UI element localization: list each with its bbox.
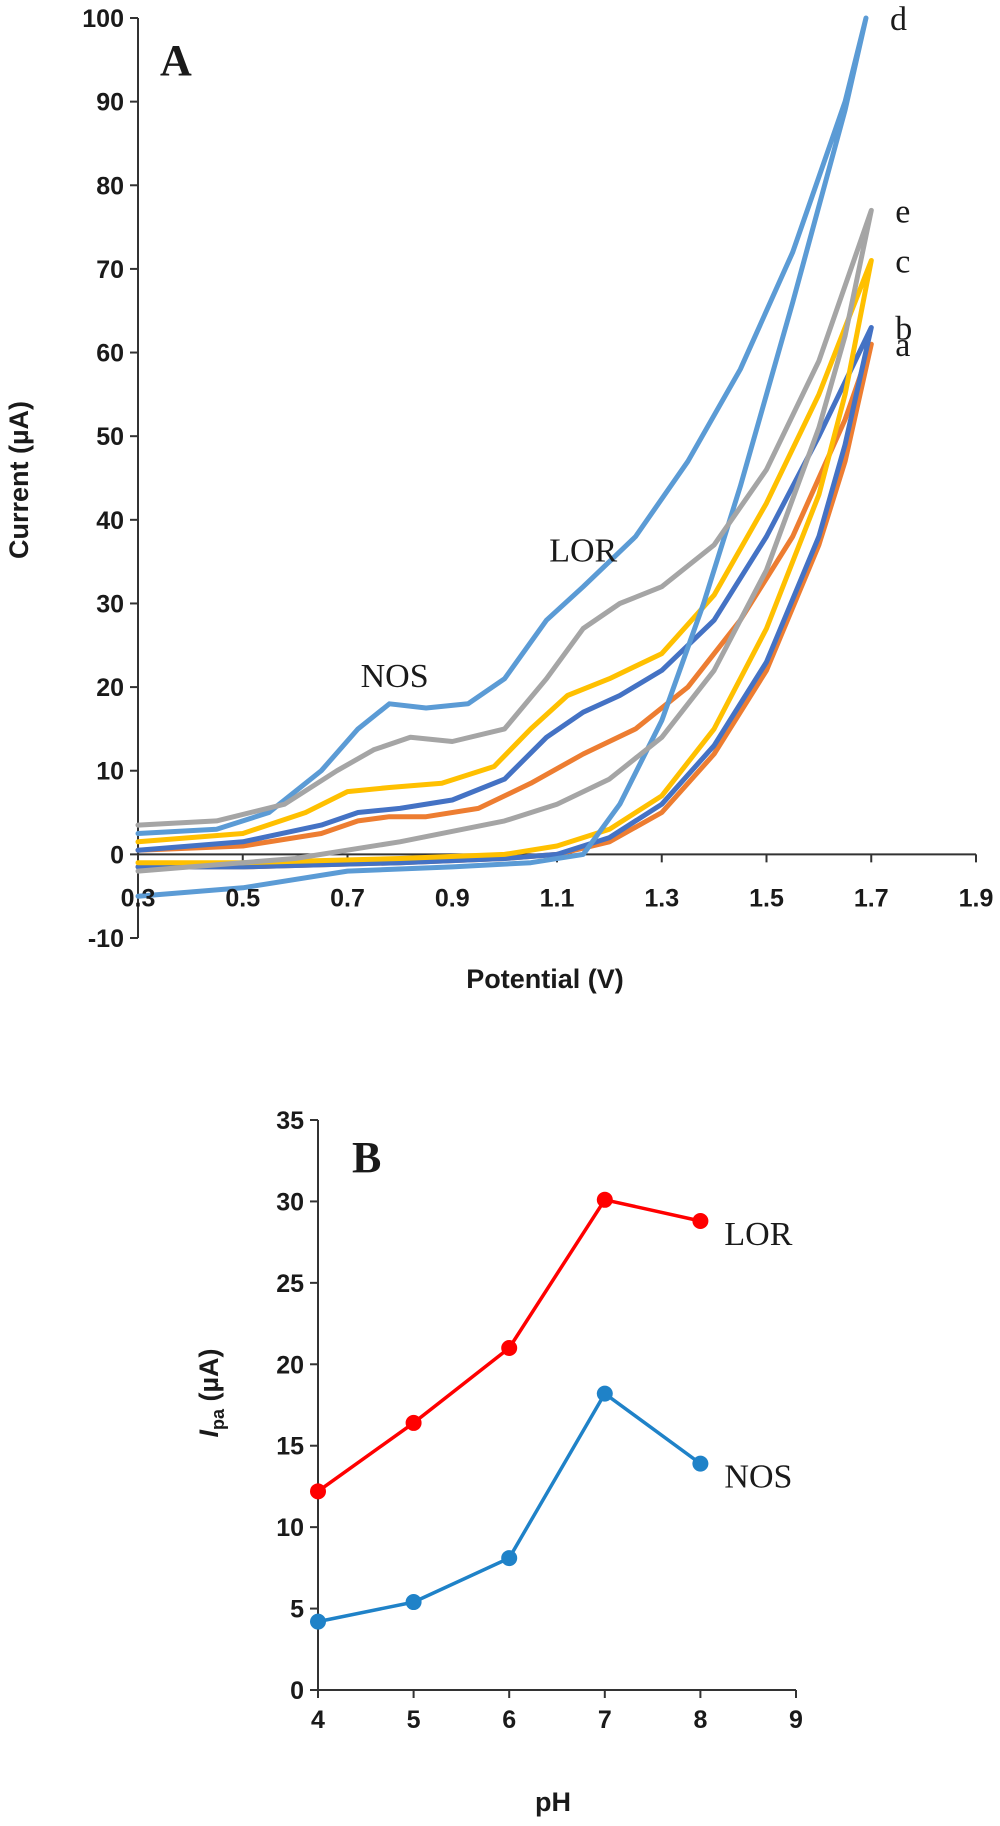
data-point-nos bbox=[310, 1613, 326, 1630]
chart-a-y-tick-label: 30 bbox=[96, 590, 124, 618]
chart-b-y-tick-label: 5 bbox=[290, 1596, 304, 1624]
chart-a-y-tick-label: 20 bbox=[96, 674, 124, 702]
data-point-lor bbox=[405, 1414, 422, 1431]
chart-panel-b: 0 5 10 15 20 25 30 35 4 5 6 7 8 9 LOR NOS B pH Ipa (µA) bbox=[194, 1107, 803, 1817]
chart-b-y-tick-label: 15 bbox=[276, 1433, 304, 1461]
chart-a-x-tick-label: 0.9 bbox=[435, 884, 470, 912]
chart-a-y-axis-title: Current (µA) bbox=[4, 401, 34, 559]
chart-b-axes bbox=[310, 1119, 797, 1698]
chart-b-x-tick-label: 6 bbox=[502, 1706, 516, 1734]
chart-b-y-tick-label: 10 bbox=[276, 1514, 304, 1542]
chart-a-series bbox=[135, 15, 874, 899]
series-label-nos: NOS bbox=[724, 1459, 792, 1496]
chart-a-labels: -10 0 10 20 30 40 50 60 70 80 90 100 0.3 0.5 0.7 0.9 1.1… bbox=[82, 1, 993, 953]
chart-a-x-tick-label: 1.9 bbox=[959, 884, 994, 912]
chart-a-y-tick-label: 70 bbox=[96, 256, 124, 284]
chart-a-y-tick-label: 90 bbox=[96, 89, 124, 117]
chart-a-x-tick-label: 1.1 bbox=[540, 884, 575, 912]
chart-a-x-tick-label: 0.3 bbox=[121, 884, 156, 912]
chart-b-x-tick-label: 9 bbox=[789, 1706, 803, 1734]
series-label-e: e bbox=[895, 193, 910, 230]
chart-a-x-tick-label: 1.7 bbox=[854, 884, 889, 912]
series-line-a bbox=[135, 341, 874, 870]
series-line-d bbox=[135, 15, 869, 899]
chart-a-x-axis-title: Potential (V) bbox=[466, 964, 624, 994]
series-label-b: b bbox=[895, 310, 912, 347]
chart-b-x-tick-label: 4 bbox=[311, 1706, 325, 1734]
series-line-e bbox=[135, 207, 874, 874]
data-point-nos bbox=[501, 1550, 518, 1567]
series-label-a: a bbox=[895, 327, 910, 364]
chart-b-y-tick-label: 20 bbox=[276, 1351, 304, 1379]
data-point-nos bbox=[405, 1594, 422, 1611]
data-point-nos bbox=[692, 1455, 709, 1472]
chart-b-series bbox=[310, 1191, 709, 1630]
series-label-lor: LOR bbox=[724, 1216, 792, 1253]
chart-b-x-axis-title: pH bbox=[535, 1787, 571, 1817]
chart-a-x-tick-label: 1.3 bbox=[644, 884, 679, 912]
series-line-nos bbox=[317, 1391, 702, 1624]
chart-a-y-tick-label: -10 bbox=[88, 925, 124, 953]
chart-b-x-tick-label: 7 bbox=[598, 1706, 612, 1734]
chart-a-y-tick-label: 60 bbox=[96, 340, 124, 368]
chart-a-x-tick-label: 0.5 bbox=[225, 884, 260, 912]
chart-panel-a: -10 0 10 20 30 40 50 60 70 80 90 100 0.3 0.5 0.7 0.9 1.1… bbox=[4, 1, 993, 994]
chart-a-y-tick-label: 100 bbox=[82, 5, 124, 33]
data-point-lor bbox=[501, 1340, 518, 1356]
chart-b-y-tick-label: 30 bbox=[276, 1188, 304, 1216]
chart-a-annotation-nos: NOS bbox=[361, 658, 429, 695]
chart-a-y-tick-label: 10 bbox=[96, 758, 124, 786]
chart-b-x-tick-label: 8 bbox=[693, 1706, 707, 1734]
chart-a-x-tick-label: 0.7 bbox=[330, 884, 365, 912]
chart-a-x-tick-label: 1.5 bbox=[749, 884, 784, 912]
chart-b-y-tick-label: 35 bbox=[276, 1107, 304, 1135]
chart-a-y-tick-label: 40 bbox=[96, 507, 124, 535]
data-point-nos bbox=[596, 1385, 613, 1402]
chart-b-labels: 0 5 10 15 20 25 30 35 4 5 6 7 8 9 LOR NOS bbox=[276, 1107, 803, 1734]
series-line-b bbox=[135, 325, 874, 870]
series-label-c: c bbox=[895, 244, 910, 281]
chart-a-axes bbox=[130, 17, 977, 939]
panel-label-a: A bbox=[160, 36, 192, 85]
series-label-d: d bbox=[890, 1, 907, 38]
series-line-c bbox=[135, 258, 874, 866]
data-point-lor bbox=[310, 1483, 326, 1500]
chart-b-y-tick-label: 0 bbox=[290, 1677, 304, 1705]
data-point-lor bbox=[596, 1191, 613, 1208]
chart-b-x-tick-label: 5 bbox=[407, 1706, 421, 1734]
chart-a-y-tick-label: 80 bbox=[96, 172, 124, 200]
chart-a-y-tick-label: 50 bbox=[96, 423, 124, 451]
panel-label-b: B bbox=[352, 1133, 381, 1182]
chart-b-y-axis-title: Ipa (µA) bbox=[194, 1348, 228, 1437]
chart-a-annotation-lor: LOR bbox=[549, 533, 617, 570]
data-point-lor bbox=[692, 1212, 709, 1229]
chart-b-y-tick-label: 25 bbox=[276, 1270, 304, 1298]
chart-a-y-tick-label: 0 bbox=[110, 841, 124, 869]
